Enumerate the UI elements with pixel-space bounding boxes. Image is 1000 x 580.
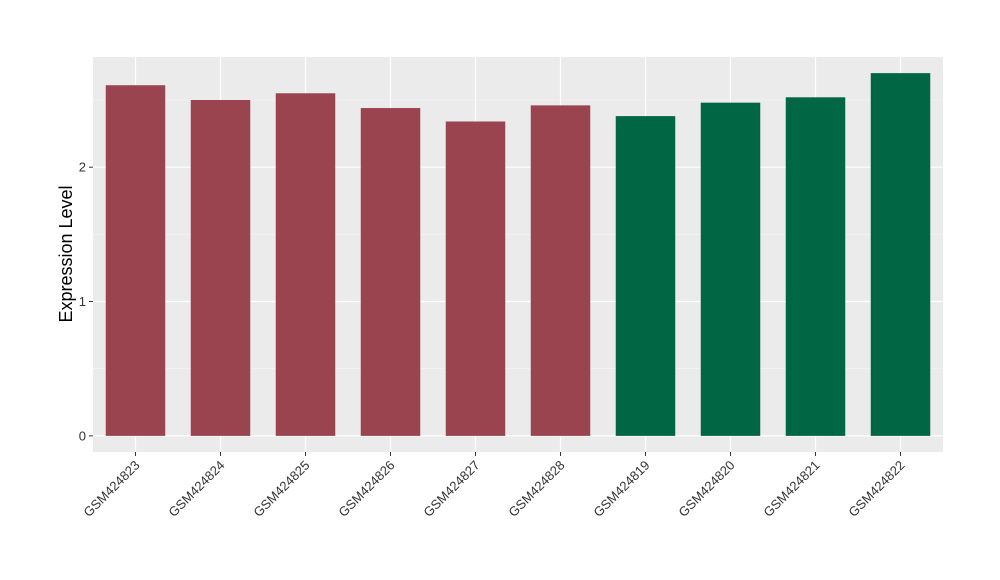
y-axis-title: Expression Level: [56, 185, 76, 322]
bar-GSM424824: [190, 99, 251, 436]
bar-GSM424828: [530, 105, 591, 436]
bar-GSM424822: [870, 73, 931, 436]
bar-GSM424821: [785, 97, 846, 436]
y-tick-label: 2: [79, 160, 86, 175]
y-tick-label: 1: [79, 294, 86, 309]
x-tick-label: GSM424824: [165, 458, 227, 520]
y-tick-label: 0: [79, 428, 86, 443]
x-tick-label: GSM424821: [760, 458, 822, 520]
x-tick-label: GSM424823: [80, 458, 142, 520]
x-axis: GSM424823 GSM424824 GSM424825 GSM424826 GSM4…: [80, 452, 908, 520]
bar-GSM424820: [700, 102, 761, 436]
x-tick-label: GSM424826: [335, 458, 397, 520]
bar-GSM424825: [275, 93, 336, 436]
x-tick-label: GSM424825: [250, 458, 312, 520]
bar-GSM424827: [445, 121, 506, 436]
bar-GSM424826: [360, 108, 421, 436]
bar-GSM424823: [105, 85, 166, 436]
x-tick-label: GSM424828: [505, 458, 567, 520]
y-axis: 0 1 2: [79, 160, 93, 443]
bars: [105, 73, 931, 436]
x-tick-label: GSM424819: [590, 458, 652, 520]
x-tick-label: GSM424820: [675, 458, 737, 520]
x-tick-label: GSM424827: [420, 458, 482, 520]
x-tick-label: GSM424822: [845, 458, 907, 520]
bar-GSM424819: [615, 116, 676, 436]
